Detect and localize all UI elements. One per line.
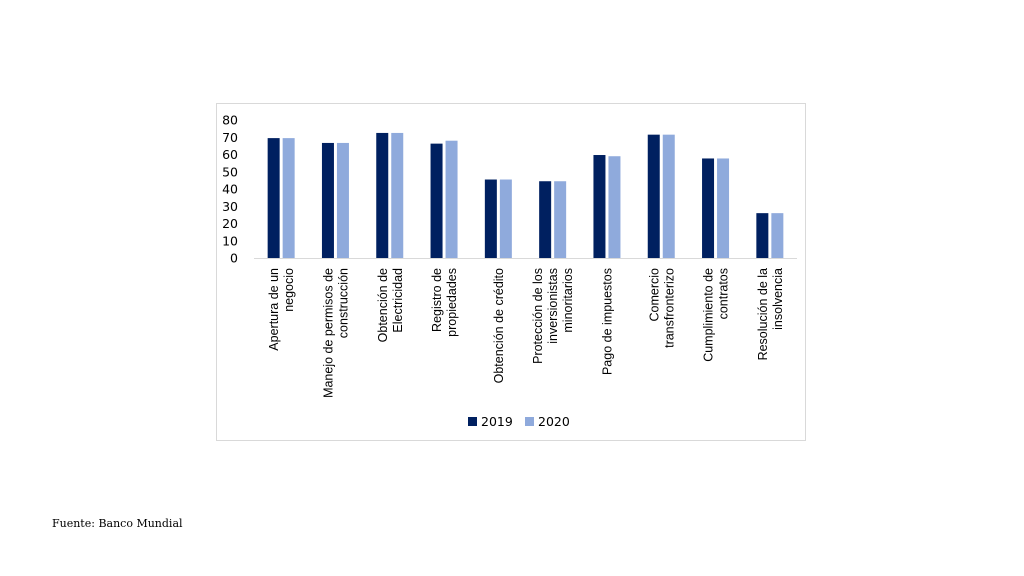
category-label: Protección de los — [531, 268, 545, 364]
bar-2019 — [702, 158, 715, 258]
category-label: inversionistas — [546, 268, 560, 344]
category-label: Comercio — [647, 268, 661, 322]
bar-2020 — [499, 179, 512, 258]
bar-2019 — [321, 142, 334, 258]
category-label: Electricidad — [391, 268, 405, 333]
y-tick-label: 40 — [222, 182, 238, 197]
category-label: Registro de — [430, 268, 444, 332]
bar-2019 — [593, 155, 606, 258]
source-note: Fuente: Banco Mundial — [52, 517, 183, 530]
bar-2019 — [376, 132, 389, 258]
bar-2020 — [662, 134, 675, 258]
legend-swatch-2019 — [468, 417, 477, 426]
y-tick-label: 30 — [222, 199, 238, 214]
category-label: contratos — [717, 268, 731, 319]
bar-2019 — [484, 179, 497, 258]
legend-label: 2019 — [481, 414, 513, 429]
legend-swatch-2020 — [525, 417, 534, 426]
y-tick-label: 20 — [222, 216, 238, 231]
y-tick-label: 0 — [230, 251, 238, 266]
y-tick-label: 80 — [222, 113, 238, 128]
y-tick-label: 70 — [222, 130, 238, 145]
category-label: Pago de impuestos — [600, 268, 614, 375]
y-tick-label: 50 — [222, 164, 238, 179]
category-label: Obtención de crédito — [492, 268, 506, 383]
y-tick-label: 60 — [222, 147, 238, 162]
bar-2020 — [771, 213, 784, 258]
category-label: insolvencia — [771, 268, 785, 330]
bar-2019 — [539, 181, 552, 258]
category-label: transfronterizo — [662, 268, 676, 348]
category-label: construcción — [336, 268, 350, 338]
bar-2020 — [336, 142, 349, 258]
bar-2019 — [267, 138, 280, 258]
category-label: Cumplimiento de — [702, 268, 716, 362]
category-label: Apertura de un — [267, 268, 281, 351]
category-label: Resolución de la — [756, 268, 770, 360]
category-label: Manejo de permisos de — [321, 268, 335, 398]
bar-2019 — [430, 143, 443, 258]
bar-2019 — [647, 134, 660, 258]
category-label: negocio — [282, 268, 296, 312]
bar-2020 — [608, 156, 621, 258]
chart-frame: 0 10 20 30 40 50 60 70 80 Apertura de un negocio Ma… — [216, 103, 806, 441]
y-tick-label: 10 — [222, 233, 238, 248]
bar-2020 — [282, 138, 295, 258]
bar-2020 — [445, 140, 458, 258]
category-label: minoritarios — [561, 268, 575, 333]
legend-label: 2020 — [538, 414, 570, 429]
category-label: Obtención de — [376, 268, 390, 342]
bar-2020 — [391, 132, 404, 258]
category-label: propiedades — [445, 268, 459, 337]
bar-2019 — [756, 213, 769, 258]
bar-chart: 0 10 20 30 40 50 60 70 80 Apertura de un negocio Ma… — [222, 113, 797, 429]
bar-2020 — [554, 181, 567, 258]
bar-2020 — [717, 158, 730, 258]
